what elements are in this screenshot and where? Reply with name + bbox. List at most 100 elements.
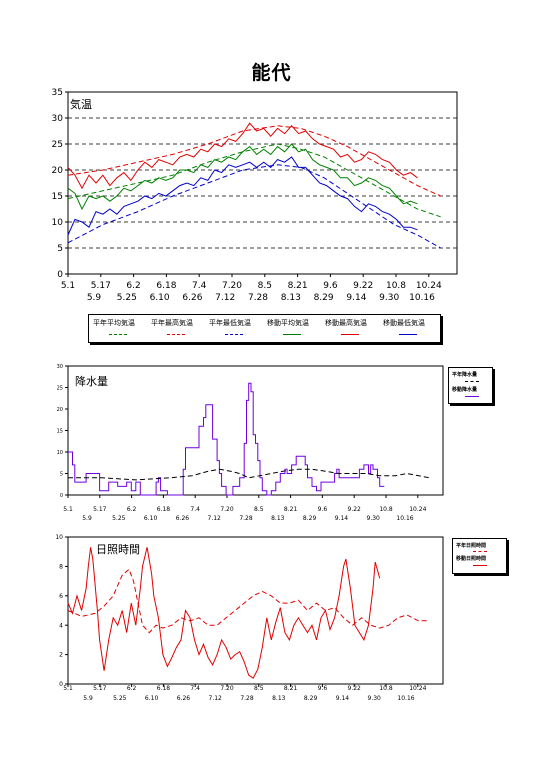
x-tick-label: 9.22 — [353, 281, 373, 291]
x-tick-label: 6.26 — [182, 293, 202, 303]
y-tick-label: 0 — [60, 493, 63, 499]
y-tick-label: 8 — [59, 564, 63, 571]
x-tick-label: 5.17 — [93, 506, 107, 513]
x-tick-label: 8.29 — [314, 293, 334, 303]
x-tick-label: 8.13 — [271, 515, 285, 522]
sunshine-legend: 平年日照時間 移動日照時間 — [452, 538, 507, 574]
x-tick-label: 6.26 — [177, 695, 191, 702]
y-tick-label: 15 — [57, 428, 63, 434]
y-tick-label: 2 — [59, 652, 63, 659]
x-tick-label: 5.17 — [93, 685, 107, 692]
y-tick-label: 25 — [52, 140, 63, 150]
legend-label: 平年日照時間 — [456, 543, 487, 549]
x-tick-label: 9.6 — [318, 685, 328, 692]
x-tick-label: 7.12 — [208, 515, 222, 522]
x-tick-label: 8.13 — [272, 695, 286, 702]
x-tick-label: 6.10 — [144, 515, 158, 522]
series-line — [67, 547, 381, 679]
y-tick-label: 25 — [57, 385, 63, 391]
x-tick-label: 7.4 — [190, 506, 200, 513]
y-tick-label: 30 — [57, 364, 63, 370]
y-tick-label: 10 — [57, 450, 63, 456]
y-tick-label: 10 — [52, 218, 64, 228]
x-tick-label: 7.4 — [190, 685, 200, 692]
series-line — [67, 156, 418, 236]
x-tick-label: 7.20 — [222, 281, 242, 291]
x-tick-label: 10.24 — [409, 506, 426, 513]
legend-label: 平年最高気温 — [151, 319, 193, 327]
x-tick-label: 8.13 — [281, 293, 301, 303]
x-tick-label: 7.4 — [192, 281, 207, 291]
y-tick-label: 15 — [52, 192, 63, 202]
precipitation-chart: 0 5 10 15 20 25 30 5.1 5.17 6.2 6.18 7.4 7.20 8.5 8.21… — [57, 364, 444, 522]
x-tick-label: 9.6 — [318, 506, 328, 513]
x-tick-label: 9.22 — [348, 685, 362, 692]
series-line — [67, 568, 430, 634]
temperature-chart: 0 5 10 15 20 25 30 35 5.1 5.17 6.2 6.18 7.4 7.20 8.5 8.… — [52, 88, 458, 303]
x-tick-label: 9.22 — [348, 506, 362, 513]
legend-swatch — [341, 334, 359, 335]
legend-label: 移動日照時間 — [456, 556, 487, 562]
x-tick-label: 8.5 — [254, 506, 264, 513]
x-tick-label: 10.8 — [379, 685, 393, 692]
x-tick-label: 8.5 — [254, 685, 264, 692]
x-tick-label: 6.18 — [157, 506, 171, 513]
x-tick-label: 5.9 — [87, 293, 102, 303]
x-tick-label: 7.20 — [220, 506, 234, 513]
x-tick-label: 10.16 — [396, 515, 413, 522]
x-tick-label: 5.9 — [83, 695, 93, 702]
y-tick-label: 0 — [59, 681, 63, 688]
legend-label: 平年降水量 — [452, 372, 478, 378]
temperature-legend: 平年平均気温 平年最高気温 平年最低気温 移動平均気温 移動最高気温 移動最低気… — [88, 314, 441, 343]
x-tick-label: 6.18 — [157, 685, 171, 692]
x-tick-label: 5.17 — [91, 281, 111, 291]
x-tick-label: 10.8 — [386, 281, 406, 291]
x-tick-label: 9.6 — [323, 281, 338, 291]
legend-label: 平年平均気温 — [93, 319, 135, 327]
chart-title: 気温 — [70, 97, 92, 111]
y-tick-label: 5 — [57, 244, 63, 254]
sunshine-chart: 0 2 4 6 8 10 5.1 5.17 6.2 6.18 7.4 7.20 8.5 8.21 9.6 9.… — [55, 534, 444, 702]
x-tick-label: 10.24 — [416, 281, 442, 291]
x-tick-label: 9.14 — [335, 515, 349, 522]
x-tick-label: 9.30 — [367, 515, 381, 522]
page-title: 能代 — [251, 62, 292, 84]
x-tick-label: 6.18 — [156, 281, 176, 291]
legend-swatch — [473, 551, 487, 552]
x-tick-label: 5.25 — [112, 515, 126, 522]
legend-swatch — [473, 565, 487, 566]
x-tick-label: 8.21 — [284, 506, 298, 513]
series-line — [68, 382, 385, 496]
legend-swatch — [167, 334, 185, 335]
precipitation-legend: 平年降水量 移動降水量 — [448, 367, 493, 404]
x-tick-label: 8.29 — [303, 515, 317, 522]
x-tick-label: 9.30 — [368, 695, 382, 702]
x-tick-label: 7.28 — [239, 515, 253, 522]
x-tick-label: 5.1 — [63, 685, 73, 692]
x-tick-label: 10.16 — [397, 695, 414, 702]
x-tick-label: 7.28 — [240, 695, 254, 702]
x-tick-label: 9.14 — [336, 695, 350, 702]
y-tick-label: 20 — [52, 166, 64, 176]
x-tick-label: 5.25 — [113, 695, 127, 702]
chart-title: 降水量 — [75, 374, 108, 388]
series-line — [67, 143, 441, 218]
plot-frame — [67, 91, 458, 275]
legend-label: 移動降水量 — [452, 387, 478, 393]
x-tick-label: 6.2 — [127, 685, 137, 692]
x-tick-label: 7.20 — [220, 685, 234, 692]
x-tick-label: 9.30 — [379, 293, 399, 303]
x-tick-label: 10.24 — [409, 685, 426, 692]
x-tick-label: 8.21 — [284, 685, 298, 692]
legend-label: 移動最高気温 — [325, 319, 367, 327]
legend-swatch — [283, 334, 301, 335]
legend-swatch — [465, 381, 479, 382]
x-tick-label: 5.1 — [63, 506, 73, 513]
legend-label: 移動平均気温 — [267, 319, 309, 327]
series-line — [67, 122, 418, 190]
x-tick-label: 10.8 — [379, 506, 393, 513]
y-tick-label: 20 — [57, 407, 63, 413]
series-line — [67, 143, 418, 211]
x-tick-label: 6.10 — [150, 293, 170, 303]
x-tick-label: 6.26 — [176, 515, 190, 522]
